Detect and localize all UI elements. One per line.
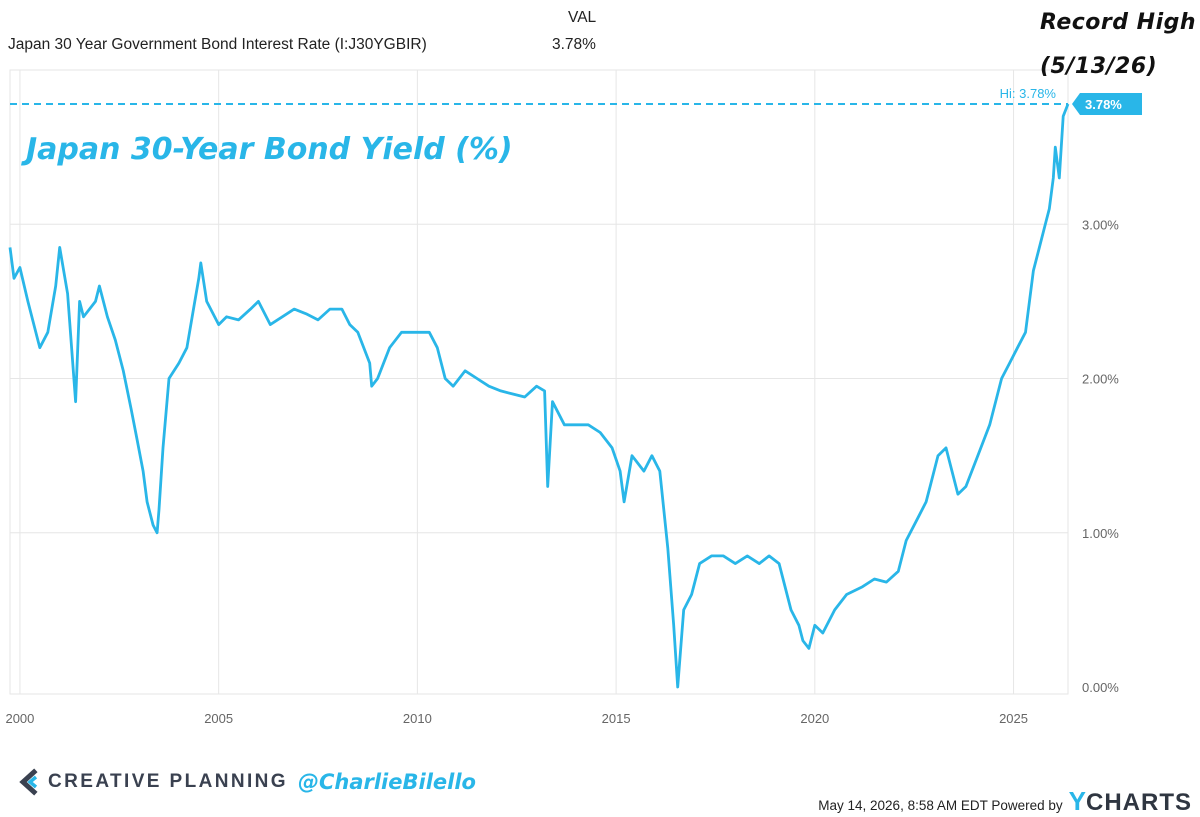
x-axis-ticks: 2000 2005 2010 2015 2020 2025: [5, 711, 1028, 726]
x-tick-label: 2020: [800, 711, 829, 726]
ycharts-logo-text: CHARTS: [1086, 789, 1192, 816]
record-high-date: (5/13/26): [1040, 54, 1158, 79]
y-tick-label: 3.00%: [1082, 217, 1119, 232]
last-value-badge: 3.78%: [1072, 93, 1142, 115]
author-handle[interactable]: @CharlieBilello: [297, 770, 476, 794]
x-tick-label: 2015: [602, 711, 631, 726]
current-value: 3.78%: [552, 36, 596, 53]
series-label: Japan 30 Year Government Bond Interest R…: [8, 36, 427, 53]
y-tick-label: 0.00%: [1082, 680, 1119, 695]
x-tick-label: 2010: [403, 711, 432, 726]
x-tick-label: 2000: [5, 711, 34, 726]
ycharts-logo-y: Y: [1068, 786, 1086, 816]
y-tick-label: 1.00%: [1082, 526, 1119, 541]
hi-label: Hi: 3.78%: [1000, 86, 1057, 101]
last-value-badge-shape: [1072, 93, 1142, 115]
last-value-badge-text: 3.78%: [1085, 97, 1122, 112]
y-axis-ticks: 0.00% 1.00% 2.00% 3.00%: [1082, 217, 1119, 695]
chart-title: Japan 30-Year Bond Yield (%): [26, 132, 513, 167]
x-tick-label: 2025: [999, 711, 1028, 726]
y-tick-label: 2.00%: [1082, 372, 1119, 387]
record-high-note: Record High: [1040, 10, 1197, 35]
brand-name: CREATIVE PLANNING: [48, 771, 288, 792]
creative-planning-logo: CREATIVE PLANNING @CharlieBilello: [14, 768, 476, 796]
yield-series-line: [8, 103, 1070, 689]
plot-frame: [9, 69, 1069, 695]
creative-planning-icon: [19, 768, 38, 796]
grid-lines: [9, 69, 1069, 695]
value-column-header: VAL: [568, 9, 597, 26]
ycharts-footer: May 14, 2026, 8:58 AM EDT Powered by Y CH…: [818, 786, 1192, 817]
x-tick-label: 2005: [204, 711, 233, 726]
timestamp: May 14, 2026, 8:58 AM EDT Powered by: [818, 798, 1063, 813]
